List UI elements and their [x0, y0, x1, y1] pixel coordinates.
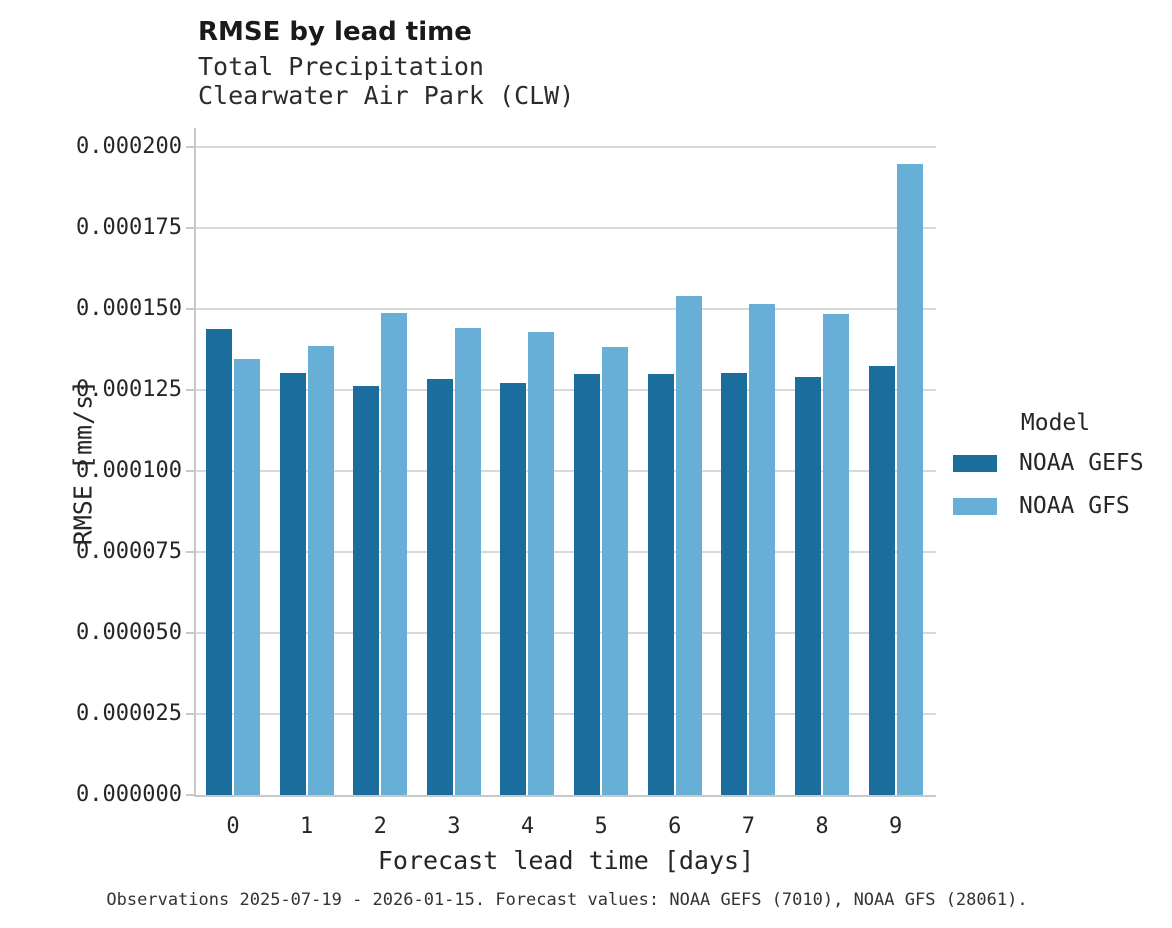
y-tick-label-8: 0.000200: [76, 134, 182, 160]
bar-noaa-gfs-lead-6: [675, 295, 702, 795]
footnote-caption: Observations 2025-07-19 - 2026-01-15. Fo…: [106, 890, 1028, 910]
y-tick-mark-3: [186, 551, 194, 554]
legend-item-label: NOAA GFS: [1019, 493, 1130, 519]
bar-noaa-gefs-lead-8: [794, 377, 821, 795]
legend-item-label: NOAA GEFS: [1019, 450, 1144, 476]
chart-subtitle-station: Clearwater Air Park (CLW): [198, 81, 575, 110]
bar-noaa-gefs-lead-0: [206, 329, 232, 795]
y-tick-label-0: 0.000000: [76, 782, 182, 807]
gridline-h-2: [196, 632, 936, 635]
x-tick-label-4: 4: [520, 814, 535, 839]
gridline-h-3: [196, 551, 936, 554]
y-tick-mark-5: [186, 389, 194, 392]
legend-swatch-1: [953, 497, 997, 515]
y-tick-mark-7: [186, 227, 194, 230]
gridline-h-8: [196, 146, 936, 149]
legend: Model NOAA GEFS NOAA GFS: [953, 410, 1158, 536]
chart-subtitle-parameter: Total Precipitation: [198, 52, 484, 81]
x-tick-label-9: 9: [888, 814, 903, 839]
y-tick-label-5: 0.000125: [76, 377, 182, 403]
bar-noaa-gfs-lead-0: [234, 359, 260, 795]
y-tick-label-3: 0.000075: [76, 539, 182, 565]
y-tick-mark-2: [186, 632, 194, 635]
bar-noaa-gfs-lead-3: [454, 328, 481, 795]
y-tick-label-2: 0.000050: [76, 620, 182, 646]
y-tick-label-6: 0.000150: [76, 296, 182, 322]
y-tick-mark-8: [186, 146, 194, 149]
gridline-h-5: [196, 389, 936, 392]
y-tick-mark-4: [186, 470, 194, 473]
bar-noaa-gefs-lead-5: [574, 374, 601, 795]
gridline-h-1: [196, 713, 936, 716]
x-tick-label-0: 0: [226, 814, 240, 839]
x-axis-title: Forecast lead time [days]: [377, 846, 755, 875]
x-tick-label-8: 8: [815, 814, 829, 839]
gridline-h-4: [196, 470, 936, 473]
bar-noaa-gfs-lead-7: [749, 303, 776, 795]
y-tick-label-1: 0.000025: [76, 701, 182, 727]
bar-noaa-gefs-lead-3: [426, 379, 453, 795]
bar-noaa-gfs-lead-2: [381, 312, 408, 795]
gridline-h-7: [196, 227, 936, 230]
gridline-h-6: [196, 308, 936, 311]
bar-noaa-gefs-lead-1: [279, 373, 306, 795]
x-tick-label-1: 1: [299, 814, 314, 839]
legend-title: Model: [1020, 410, 1091, 436]
plot-area: [194, 128, 936, 797]
y-tick-mark-0: [186, 794, 194, 796]
y-tick-label-4: 0.000100: [76, 458, 182, 484]
bar-noaa-gefs-lead-2: [353, 386, 380, 795]
bar-noaa-gfs-lead-8: [822, 314, 849, 795]
y-tick-label-7: 0.000175: [76, 215, 182, 241]
legend-item-noaa-gefs: NOAA GEFS: [953, 450, 1158, 476]
bar-noaa-gefs-lead-4: [500, 382, 527, 795]
legend-item-noaa-gfs: NOAA GFS: [953, 493, 1158, 519]
chart-title: RMSE by lead time: [198, 17, 472, 47]
bar-noaa-gfs-lead-5: [602, 346, 629, 795]
y-tick-mark-1: [186, 713, 194, 716]
y-tick-mark-6: [186, 308, 194, 311]
bar-noaa-gefs-lead-6: [647, 374, 674, 795]
legend-items: NOAA GEFS NOAA GFS: [953, 450, 1158, 519]
x-tick-label-2: 2: [373, 814, 387, 839]
x-tick-label-5: 5: [594, 814, 608, 839]
x-tick-label-7: 7: [741, 814, 755, 839]
bar-noaa-gfs-lead-4: [528, 332, 555, 795]
legend-swatch-0: [953, 454, 997, 472]
bar-noaa-gefs-lead-7: [721, 373, 748, 795]
bar-noaa-gfs-lead-1: [307, 345, 334, 795]
bar-noaa-gefs-lead-9: [868, 365, 895, 795]
bar-noaa-gfs-lead-9: [896, 163, 923, 795]
x-tick-label-3: 3: [447, 814, 461, 839]
x-tick-label-6: 6: [668, 814, 682, 839]
